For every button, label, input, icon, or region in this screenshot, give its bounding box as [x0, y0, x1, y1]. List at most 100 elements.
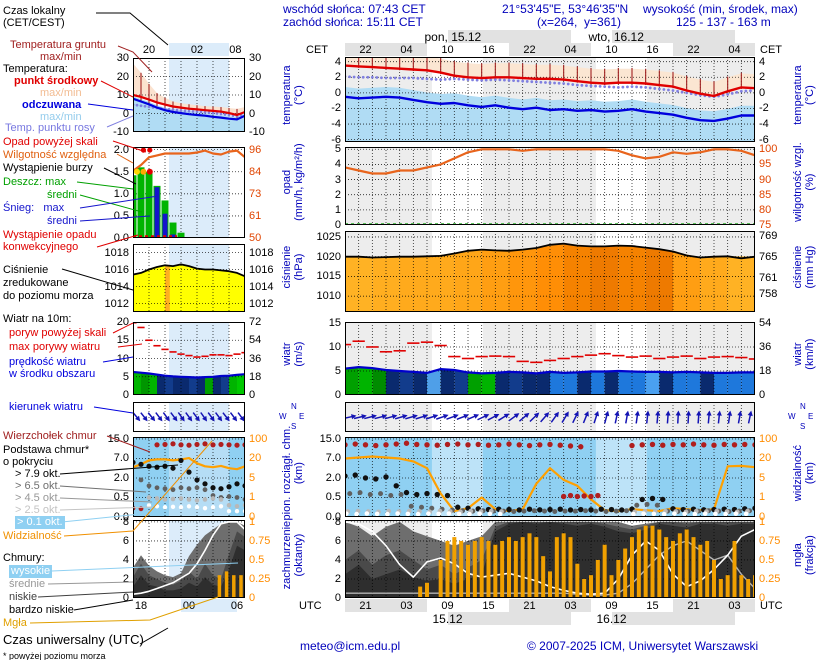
axis-tick-label: 18	[759, 364, 772, 377]
axis-tick-label: 4	[334, 55, 341, 68]
axis-tick-label: 1018	[104, 246, 129, 259]
axis-tick-label: 4	[334, 553, 341, 566]
axis-tick-label: 36	[249, 352, 262, 365]
axis-tick-label: 30	[116, 52, 129, 64]
axis-tick-label: 95	[759, 158, 772, 171]
axis-tick-label: 1015	[316, 270, 341, 283]
legend-label: Temp. punktu rosy	[5, 122, 95, 134]
shading-band	[509, 599, 591, 612]
legend-label: Śnieg: max	[3, 202, 65, 214]
axis-tick-label: -2	[759, 102, 769, 115]
axis-tick-label: 1014	[249, 280, 274, 293]
axis-tick-label: 5	[759, 471, 766, 484]
axis-tick-label: 0	[249, 107, 256, 120]
legend-label: Podstawa chmur*	[3, 444, 90, 456]
legend-label: Wiatr na 10m:	[3, 313, 72, 325]
axis-tick-label: 0	[759, 592, 766, 604]
axis-tick-label: 80	[759, 203, 772, 216]
legend-label: Wierzchołek chmur	[3, 430, 97, 442]
axis-tick-label: 61	[249, 209, 262, 222]
time-tick-label: 10	[441, 44, 454, 56]
axis-tick-label: 4	[759, 55, 766, 68]
axis-tick-label: 1	[249, 515, 256, 528]
shading-band	[611, 30, 735, 43]
axis-tick-label: 2	[334, 188, 341, 201]
axis-tick-label: 0	[249, 511, 256, 523]
legend-label: bardzo niskie	[9, 604, 74, 616]
axis-tick-label: 5	[249, 471, 256, 484]
axis-tick-label: 1.5	[113, 165, 129, 178]
axis-tick-label: 0	[334, 592, 341, 604]
axis-tick-label: 0.5	[113, 491, 129, 504]
axis-tick-label: 36	[759, 340, 772, 353]
axis-tick-label: -6	[759, 133, 769, 146]
cet-corner-label: CET	[306, 44, 328, 56]
time-tick-label: 06	[230, 600, 244, 612]
legend-label: Opad powyżej skali	[3, 136, 98, 148]
legend-label: Temperatura:	[3, 63, 68, 75]
axis-tick-label: 10	[249, 89, 262, 101]
axis-tick-label: 0	[759, 511, 766, 523]
axis-tick-label: 0	[334, 389, 341, 401]
axis-tick-label: 2	[122, 572, 129, 585]
time-tick-label: 09	[605, 600, 618, 612]
axis-tick-label: 20	[116, 70, 129, 83]
axis-tick-label: 0	[334, 219, 341, 231]
axis-tick-label: 765	[759, 251, 778, 264]
axis-tick-label: 85	[759, 188, 772, 201]
axis-tick-label: 50	[249, 232, 262, 244]
axis-tick-label: 758	[759, 287, 778, 300]
shading-band	[169, 43, 229, 56]
axis-tick-label: 761	[759, 272, 778, 285]
shading-band	[673, 599, 755, 612]
date-label: 16.12	[596, 612, 627, 626]
axis-tick-label: 0.0	[113, 232, 129, 244]
legend-label: Ciśnienie	[3, 264, 49, 276]
axis-tick-label: 0	[759, 389, 766, 401]
axis-tick-label: 15.0	[319, 432, 341, 445]
axis-tick-label: 0	[122, 389, 129, 401]
shading-band	[345, 599, 427, 612]
chart-mcloud	[133, 437, 245, 517]
time-tick-label: 03	[728, 600, 741, 612]
axis-tick-label: -10	[249, 126, 265, 138]
time-tick-label: 04	[728, 44, 741, 56]
axis-tick-label: 0.25	[249, 572, 271, 585]
axis-tick-label: 3	[334, 173, 341, 186]
legend-label: o pokryciu	[3, 456, 54, 468]
axis-tick-label: 2.0	[113, 471, 129, 484]
axis-tick-label: 6	[122, 534, 129, 547]
legend-label: średni	[47, 215, 77, 227]
axis-tick-label: 1016	[249, 263, 274, 276]
axis-tick-label: 73	[249, 187, 262, 200]
axis-tick-label: 54	[759, 316, 772, 329]
time-tick-label: 15	[646, 600, 659, 612]
legend-label: (CET/CEST)	[3, 17, 65, 29]
shading-band	[447, 30, 571, 43]
time-tick-label: 04	[400, 44, 413, 56]
compass-rose: W	[788, 412, 796, 421]
axis-tick-label: 1	[334, 203, 341, 216]
axis-title: mgła (frakcja)	[791, 535, 816, 575]
axis-tick-label: 1012	[249, 297, 274, 310]
axis-tick-label: 1025	[316, 230, 341, 243]
time-tick-label: 21	[687, 600, 700, 612]
axis-tick-label: 2.0	[113, 143, 129, 156]
axis-tick-label: 1014	[104, 280, 129, 293]
chart-cloud	[345, 437, 755, 517]
axis-tick-label: -10	[113, 126, 129, 138]
time-tick-label: 03	[564, 600, 577, 612]
axis-tick-label: 5	[334, 364, 341, 377]
axis-tick-label: 1012	[104, 297, 129, 310]
axis-tick-label: 15	[328, 316, 341, 329]
shading-band	[509, 43, 591, 56]
axis-tick-label: 2	[334, 71, 341, 84]
axis-tick-label: 0	[249, 592, 256, 604]
time-tick-label: 22	[523, 44, 536, 56]
axis-tick-label: 20	[759, 452, 772, 465]
legend-label: średnie	[9, 578, 46, 590]
axis-tick-label: 96	[249, 143, 262, 156]
time-tick-label: 16	[646, 44, 659, 56]
contact-email-link[interactable]: meteo@icm.edu.pl	[300, 639, 401, 653]
